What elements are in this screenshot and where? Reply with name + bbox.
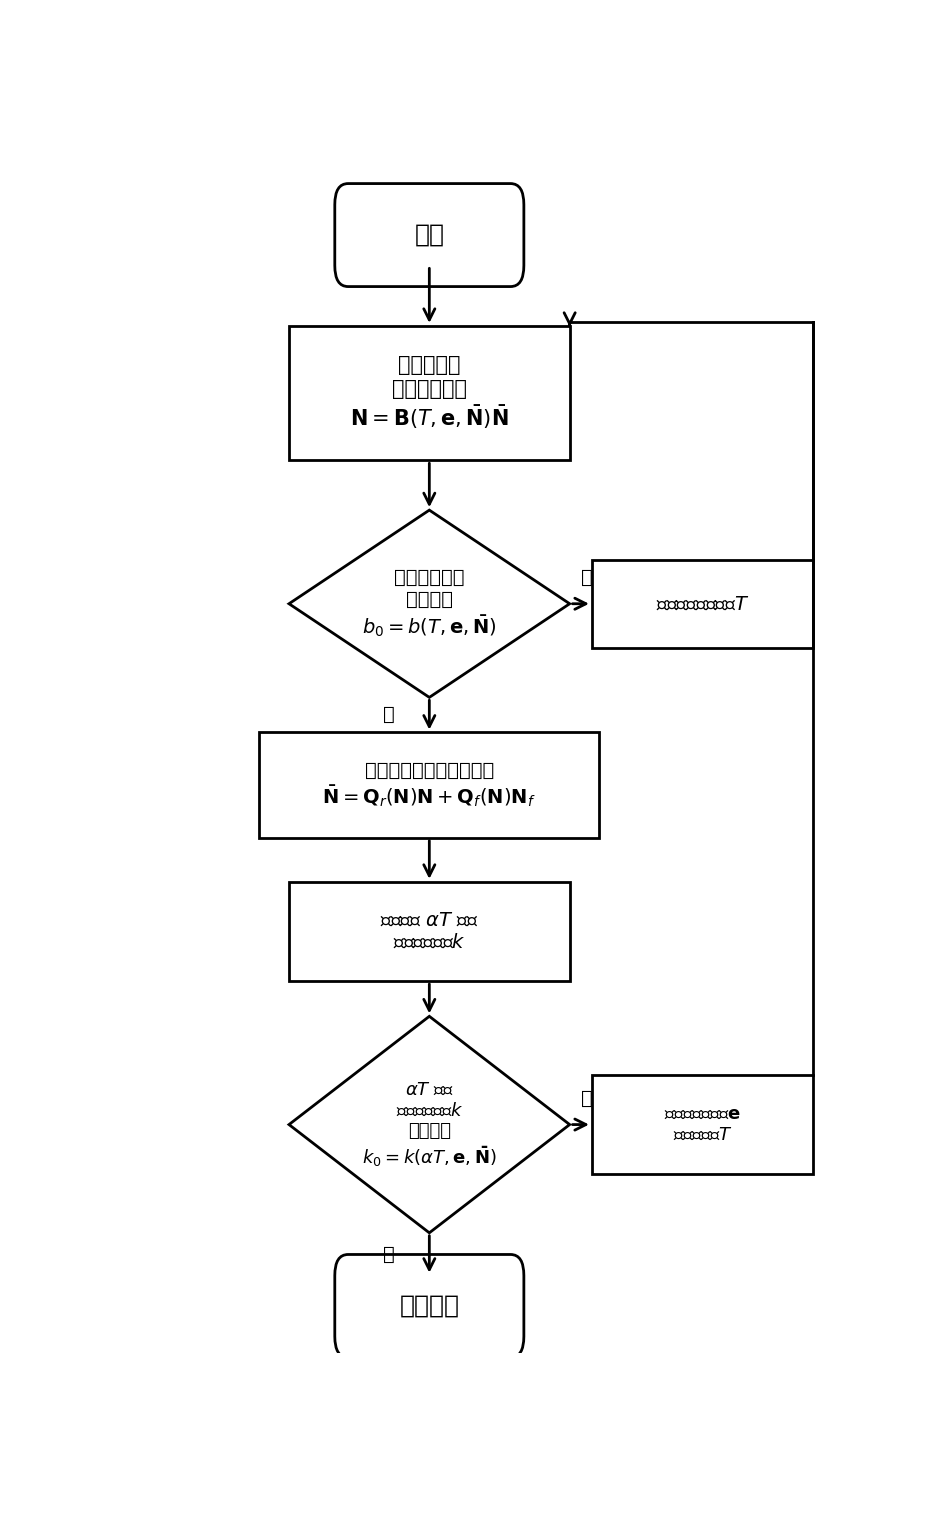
- Text: 是: 是: [383, 705, 394, 725]
- Text: 问题收敛: 问题收敛: [399, 1294, 459, 1318]
- Bar: [591, 559, 812, 648]
- Text: 得到时刻 $\alpha T$ 时的
有效增殖因子$k$: 得到时刻 $\alpha T$ 时的 有效增殖因子$k$: [380, 910, 478, 952]
- Text: 得到收敛的
堆内循环模式
$\mathbf{N}=\mathbf{B}(T,\mathbf{e},\mathbf{\bar{N}})\mathbf{\bar{N: 得到收敛的 堆内循环模式 $\mathbf{N}=\mathbf{B}(T,\m…: [349, 356, 508, 430]
- Text: 得到不受限平衡循环模式
$\mathbf{\bar{N}}=\mathbf{Q}_r(\mathbf{N})\mathbf{N}+\mathbf{Q}_f(\m: 得到不受限平衡循环模式 $\mathbf{\bar{N}}=\mathbf{Q}…: [322, 762, 536, 810]
- Text: 否: 否: [580, 1090, 592, 1108]
- Text: 估计新的富集度$\mathbf{e}$
和循环长度$T$: 估计新的富集度$\mathbf{e}$ 和循环长度$T$: [664, 1105, 741, 1145]
- Polygon shape: [288, 511, 569, 698]
- FancyBboxPatch shape: [334, 184, 524, 287]
- Text: 是: 是: [383, 1245, 394, 1263]
- FancyBboxPatch shape: [334, 1254, 524, 1357]
- Text: 开始: 开始: [414, 223, 444, 248]
- Polygon shape: [288, 1017, 569, 1233]
- Bar: [288, 325, 569, 461]
- Text: 卸料燃耗深度
是否收敛
$b_0=b(T,\mathbf{e},\mathbf{\bar{N}})$: 卸料燃耗深度 是否收敛 $b_0=b(T,\mathbf{e},\mathbf{…: [362, 568, 496, 638]
- Text: $\alpha T$ 时刻
有效增殖因子$k$
是否收敛
$k_0=k(\alpha T,\mathbf{e},\mathbf{\bar{N}})$: $\alpha T$ 时刻 有效增殖因子$k$ 是否收敛 $k_0=k(\alp…: [362, 1081, 496, 1169]
- Text: 否: 否: [580, 568, 592, 587]
- Text: 估计新的循环长度$T$: 估计新的循环长度$T$: [655, 594, 748, 613]
- Bar: [259, 733, 599, 838]
- Bar: [288, 882, 569, 982]
- Bar: [591, 1075, 812, 1175]
